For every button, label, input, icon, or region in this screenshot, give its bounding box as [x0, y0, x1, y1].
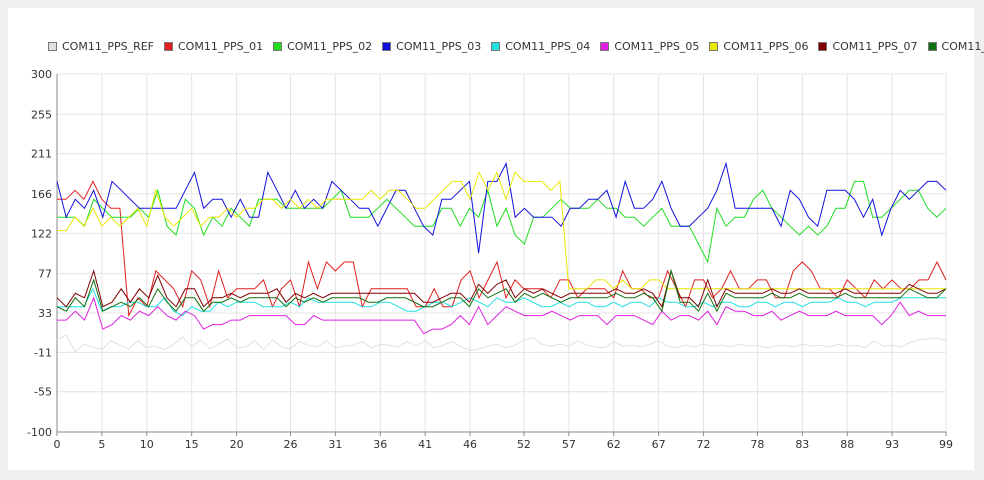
series-line-com11-pps-07	[56, 269, 947, 308]
series-line-com11-pps-ref	[56, 334, 947, 353]
y-tick-label: 300	[31, 68, 52, 81]
x-tick-label: 20	[230, 438, 244, 451]
y-tick-label: 255	[31, 108, 52, 121]
x-tick-label: 0	[54, 438, 61, 451]
x-tick-label: 46	[463, 438, 477, 451]
x-tick-label: 5	[98, 438, 105, 451]
x-tick-label: 83	[795, 438, 809, 451]
x-tick-label: 93	[885, 438, 899, 451]
legend-label: COM11_PPS_02	[287, 39, 373, 53]
legend-swatch	[491, 41, 501, 51]
x-tick-label: 62	[607, 438, 621, 451]
legend-swatch	[709, 41, 719, 51]
legend-label: COM11_PPS_06	[723, 39, 809, 53]
legend-item: COM11_PPS_06	[709, 40, 808, 53]
x-tick-label: 67	[652, 438, 666, 451]
series-line-com11-pps-01	[57, 180, 947, 318]
y-tick-label: 122	[31, 227, 52, 240]
x-tick-label: 31	[328, 438, 342, 451]
legend-item: COM11_PPS_03	[382, 40, 481, 53]
x-tick-label: 15	[185, 438, 199, 451]
y-tick-label: 33	[38, 307, 52, 320]
series-line-com11-pps-06	[57, 171, 946, 290]
x-tick-label: 52	[517, 438, 531, 451]
legend-swatch	[164, 41, 173, 51]
y-tick-label: -100	[27, 426, 52, 439]
series-line-com11-pps-08	[56, 268, 947, 313]
legend-swatch	[927, 41, 937, 51]
x-tick-label: 88	[840, 438, 854, 451]
series-line-com11-pps-03	[56, 161, 947, 254]
legend-swatch	[48, 41, 57, 51]
series-line-com11-pps-02	[57, 180, 947, 264]
y-tick-label: 211	[31, 148, 52, 161]
x-tick-label: 41	[418, 438, 432, 451]
legend-swatch	[273, 41, 283, 51]
legend-label: COM11_PPS_05	[614, 39, 700, 53]
x-tick-label: 99	[939, 438, 953, 451]
x-tick-label: 36	[373, 438, 387, 451]
legend-item: COM11_PPS_04	[491, 40, 590, 53]
legend-item: COM11_PPS_07	[818, 39, 918, 53]
legend-swatch	[600, 41, 610, 51]
y-tick-label: -55	[34, 386, 52, 399]
x-tick-label: 78	[750, 438, 764, 451]
legend-item: COM11_PPS_08	[927, 39, 984, 53]
legend-label: COM11_PPS_03	[396, 39, 482, 53]
y-tick-label: 77	[38, 268, 52, 281]
x-tick-label: 57	[562, 438, 576, 451]
x-tick-label: 26	[283, 438, 297, 451]
chart-legend: COM11_PPS_REF COM11_PPS_01 COM11_PPS_02 COM…	[48, 36, 984, 56]
series-line-com11-pps-05	[57, 296, 946, 335]
plot-area	[57, 74, 946, 432]
legend-label: COM11_PPS_REF	[62, 39, 154, 53]
y-tick-label: 166	[31, 188, 52, 201]
legend-item: COM11_PPS_REF	[48, 40, 154, 53]
x-tick-label: 10	[140, 438, 154, 451]
legend-label: COM11_PPS_07	[832, 39, 918, 53]
legend-label: COM11_PPS_08	[941, 39, 984, 53]
legend-swatch	[382, 41, 392, 51]
legend-label: COM11_PPS_04	[505, 39, 591, 53]
y-tick-label: -11	[34, 346, 52, 359]
series-line-com11-pps-04	[57, 287, 946, 317]
legend-swatch	[818, 41, 828, 51]
legend-item: COM11_PPS_02	[273, 40, 372, 53]
legend-label: COM11_PPS_01	[178, 39, 264, 53]
legend-item: COM11_PPS_05	[600, 40, 699, 53]
legend-item: COM11_PPS_01	[164, 40, 263, 53]
x-tick-label: 72	[697, 438, 711, 451]
